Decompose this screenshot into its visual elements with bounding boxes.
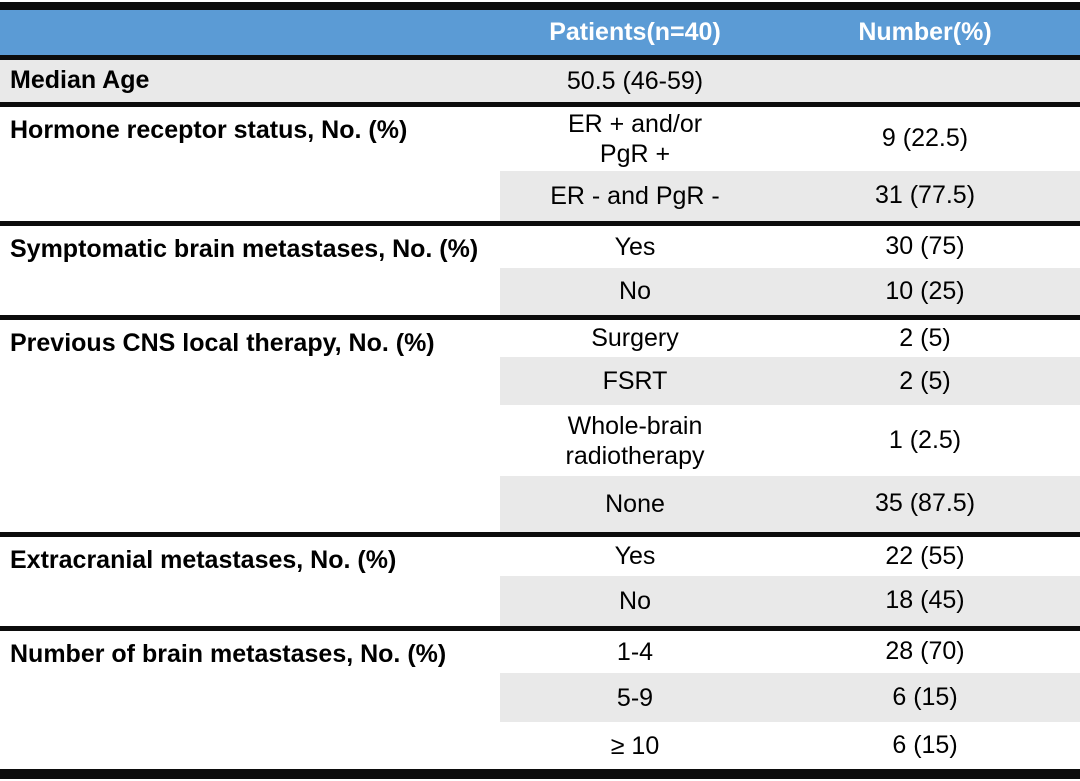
cell-brain-mets-gte-10-number: 6 (15) xyxy=(892,731,958,759)
cell-symptomatic-yes-number: 30 (75) xyxy=(885,232,965,261)
row-label-previous-cns-local-therapy: Previous CNS local therapy, No. (%) xyxy=(0,317,500,537)
header-row: Patients(n=40) Number(%) xyxy=(0,10,1080,60)
cell-cns-wbrt-category: Whole-brain radiotherapy xyxy=(565,411,705,470)
row-label-extracranial-metastases: Extracranial metastases, No. (%) xyxy=(0,534,500,631)
cell-extracranial-no-number: 18 (45) xyxy=(770,576,1080,631)
cell-cns-none-category: None xyxy=(500,476,770,537)
row-symptomatic-yes: Symptomatic brain metastases, No. (%) Ye… xyxy=(0,223,1080,320)
cell-extracranial-no-category: No xyxy=(500,576,770,631)
row-label-hormone-receptor-status: Hormone receptor status, No. (%) xyxy=(0,104,500,226)
row-extracranial-yes: Extracranial metastases, No. (%) Yes 22 … xyxy=(0,534,1080,631)
bottom-rule xyxy=(0,769,1080,779)
row-cns-whole-brain-radiotherapy: Whole-brain radiotherapy 1 (2.5) xyxy=(0,405,1080,476)
row-brain-mets-5-9: 5-9 6 (15) xyxy=(0,673,1080,722)
cell-symptomatic-yes-category: Yes xyxy=(614,232,656,261)
cell-cns-none-number: 35 (87.5) xyxy=(770,476,1080,537)
row-label-symptomatic-brain-metastases: Symptomatic brain metastases, No. (%) xyxy=(0,223,500,320)
cell-extracranial-yes-number: 22 (55) xyxy=(885,541,965,570)
row-label-median-age: Median Age xyxy=(0,57,500,107)
row-symptomatic-no: No 10 (25) xyxy=(0,268,1080,320)
row-er-positive: Hormone receptor status, No. (%) ER + an… xyxy=(0,104,1080,226)
row-brain-mets-1-4: Number of brain metastases, No. (%) 1-4 … xyxy=(0,628,1080,673)
cell-median-age-number xyxy=(770,57,1080,107)
cell-brain-mets-1-4-category: 1-4 xyxy=(616,637,654,666)
cell-median-age-value: 50.5 (46-59) xyxy=(500,57,770,107)
header-cell-number: Number(%) xyxy=(770,10,1080,60)
row-median-age: Median Age 50.5 (46-59) xyxy=(0,57,1080,107)
cell-symptomatic-no-category: No xyxy=(500,268,770,320)
row-cns-surgery: Previous CNS local therapy, No. (%) Surg… xyxy=(0,317,1080,537)
patient-characteristics-table: Patients(n=40) Number(%) Median Age 50.5… xyxy=(0,10,1080,769)
cell-cns-fsrt-category: FSRT xyxy=(500,357,770,405)
cell-cns-surgery-number: 2 (5) xyxy=(899,323,951,352)
row-label-number-of-brain-metastases: Number of brain metastases, No. (%) xyxy=(10,639,447,668)
cell-brain-mets-5-9-category: 5-9 xyxy=(500,673,770,722)
row-er-negative: ER - and PgR - 31 (77.5) xyxy=(0,171,1080,226)
cell-cns-surgery-category: Surgery xyxy=(591,324,679,353)
cell-cns-wbrt-number: 1 (2.5) xyxy=(888,426,962,454)
top-rule xyxy=(0,2,1080,10)
cell-er-positive-number: 9 (22.5) xyxy=(881,124,969,153)
cell-brain-mets-1-4-number: 28 (70) xyxy=(885,637,965,666)
cell-brain-mets-gte-10-category: ≥ 10 xyxy=(610,731,660,760)
row-brain-mets-gte-10: ≥ 10 6 (15) xyxy=(0,722,1080,769)
cell-symptomatic-no-number: 10 (25) xyxy=(770,268,1080,320)
cell-er-negative-category: ER - and PgR - xyxy=(500,171,770,226)
row-cns-none: None 35 (87.5) xyxy=(0,476,1080,537)
cell-er-positive-category: ER + and/or PgR + xyxy=(567,109,703,168)
cell-er-negative-number: 31 (77.5) xyxy=(770,171,1080,226)
row-cns-fsrt: FSRT 2 (5) xyxy=(0,357,1080,405)
header-cell-empty xyxy=(0,10,500,60)
cell-cns-fsrt-number: 2 (5) xyxy=(770,357,1080,405)
header-cell-patients: Patients(n=40) xyxy=(500,10,770,60)
cell-brain-mets-5-9-number: 6 (15) xyxy=(770,673,1080,722)
cell-extracranial-yes-category: Yes xyxy=(614,542,656,571)
row-extracranial-no: No 18 (45) xyxy=(0,576,1080,631)
